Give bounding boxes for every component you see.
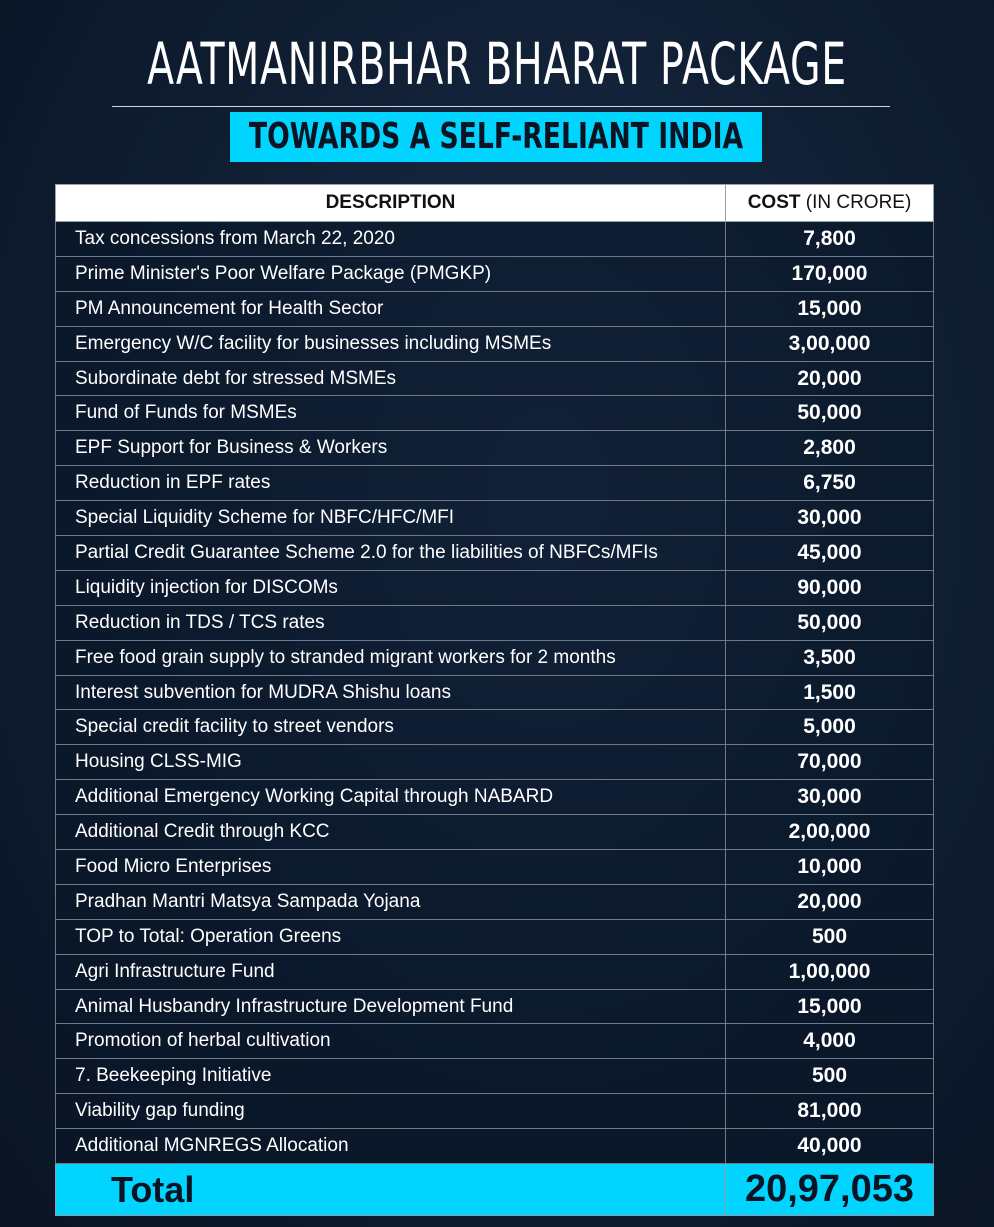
row-cost: 20,000 — [725, 883, 934, 920]
row-cost: 30,000 — [725, 500, 934, 537]
row-description: Agri Infrastructure Fund — [55, 953, 726, 990]
row-cost: 1,00,000 — [725, 953, 934, 990]
row-cost: 40,000 — [725, 1128, 934, 1165]
row-cost: 30,000 — [725, 779, 934, 816]
table-row: Additional Emergency Working Capital thr… — [55, 779, 934, 816]
row-description: Fund of Funds for MSMEs — [55, 395, 726, 432]
header-description: DESCRIPTION — [55, 184, 726, 222]
row-cost: 90,000 — [725, 569, 934, 606]
row-cost: 2,800 — [725, 430, 934, 467]
table-row: Agri Infrastructure Fund 1,00,000 — [55, 953, 934, 990]
table-row: Pradhan Mantri Matsya Sampada Yojana 20,0… — [55, 883, 934, 920]
table-row: Promotion of herbal cultivation 4,000 — [55, 1023, 934, 1060]
row-description: Special credit facility to street vendor… — [55, 709, 726, 746]
table-row: 7. Beekeeping Initiative 500 — [55, 1058, 934, 1095]
row-cost: 15,000 — [725, 290, 934, 327]
row-cost: 45,000 — [725, 535, 934, 571]
row-description: TOP to Total: Operation Greens — [55, 918, 726, 955]
subtitle: TOWARDS A SELF-RELIANT INDIA — [248, 116, 744, 157]
table-row: PM Announcement for Health Sector 15,000 — [55, 290, 934, 327]
table-row: Interest subvention for MUDRA Shishu loa… — [55, 674, 934, 711]
row-description: Additional Credit through KCC — [55, 814, 726, 851]
row-description: Prime Minister's Poor Welfare Package (P… — [55, 255, 726, 292]
row-description: Tax concessions from March 22, 2020 — [55, 221, 726, 257]
table-row: Liquidity injection for DISCOMs 90,000 — [55, 569, 934, 606]
total-row: Total 20,97,053 — [55, 1163, 934, 1217]
row-description: Emergency W/C facility for businesses in… — [55, 325, 726, 362]
row-description: Pradhan Mantri Matsya Sampada Yojana — [55, 883, 726, 920]
table-row: Tax concessions from March 22, 2020 7,800 — [55, 221, 934, 257]
row-cost: 7,800 — [725, 221, 934, 257]
table-row: Viability gap funding 81,000 — [55, 1093, 934, 1130]
row-cost: 70,000 — [725, 744, 934, 781]
row-description: PM Announcement for Health Sector — [55, 290, 726, 327]
package-table: DESCRIPTION COST (IN CRORE) Tax concessi… — [55, 184, 934, 1217]
row-cost: 6,750 — [725, 465, 934, 502]
table-row: TOP to Total: Operation Greens 500 — [55, 918, 934, 955]
row-cost: 20,000 — [725, 360, 934, 397]
table-row: Additional MGNREGS Allocation 40,000 — [55, 1128, 934, 1165]
table-row: Special Liquidity Scheme for NBFC/HFC/MF… — [55, 500, 934, 537]
total-value: 20,97,053 — [725, 1163, 934, 1217]
row-description: Animal Husbandry Infrastructure Developm… — [55, 988, 726, 1025]
header-cost-unit: (IN CRORE) — [805, 192, 912, 213]
row-description: Subordinate debt for stressed MSMEs — [55, 360, 726, 397]
row-cost: 50,000 — [725, 395, 934, 432]
row-cost: 15,000 — [725, 988, 934, 1025]
table-row: Prime Minister's Poor Welfare Package (P… — [55, 255, 934, 292]
row-description: Promotion of herbal cultivation — [55, 1023, 726, 1060]
table-row: Fund of Funds for MSMEs 50,000 — [55, 395, 934, 432]
row-cost: 500 — [725, 918, 934, 955]
row-cost: 50,000 — [725, 604, 934, 641]
row-description: Partial Credit Guarantee Scheme 2.0 for … — [55, 535, 726, 571]
table-header-row: DESCRIPTION COST (IN CRORE) — [55, 184, 934, 222]
row-cost: 2,00,000 — [725, 814, 934, 851]
row-cost: 1,500 — [725, 674, 934, 711]
table-row: Housing CLSS-MIG 70,000 — [55, 744, 934, 781]
row-description: Housing CLSS-MIG — [55, 744, 726, 781]
row-cost: 4,000 — [725, 1023, 934, 1060]
table-row: Subordinate debt for stressed MSMEs 20,00… — [55, 360, 934, 397]
row-cost: 81,000 — [725, 1093, 934, 1130]
header-cost: COST (IN CRORE) — [725, 184, 934, 222]
header-cost-label: COST — [747, 192, 801, 213]
table-row: Animal Husbandry Infrastructure Developm… — [55, 988, 934, 1025]
row-description: Food Micro Enterprises — [55, 849, 726, 885]
row-cost: 3,500 — [725, 639, 934, 676]
row-description: Special Liquidity Scheme for NBFC/HFC/MF… — [55, 500, 726, 537]
row-description: Additional Emergency Working Capital thr… — [55, 779, 726, 816]
row-cost: 5,000 — [725, 709, 934, 746]
table-row: Emergency W/C facility for businesses in… — [55, 325, 934, 362]
table-row: Partial Credit Guarantee Scheme 2.0 for … — [55, 535, 934, 571]
row-description: Viability gap funding — [55, 1093, 726, 1130]
row-cost: 10,000 — [725, 849, 934, 885]
title-divider — [112, 106, 890, 107]
table-row: Reduction in TDS / TCS rates 50,000 — [55, 604, 934, 641]
row-description: Additional MGNREGS Allocation — [55, 1128, 726, 1165]
page-title: AATMANIRBHAR BHARAT PACKAGE — [147, 30, 847, 98]
total-label: Total — [55, 1163, 726, 1217]
row-description: Interest subvention for MUDRA Shishu loa… — [55, 674, 726, 711]
row-cost: 500 — [725, 1058, 934, 1095]
row-description: Reduction in TDS / TCS rates — [55, 604, 726, 641]
subtitle-banner: TOWARDS A SELF-RELIANT INDIA — [230, 112, 762, 162]
row-description: Liquidity injection for DISCOMs — [55, 569, 726, 606]
table-row: Additional Credit through KCC 2,00,000 — [55, 814, 934, 851]
row-description: Free food grain supply to stranded migra… — [55, 639, 726, 676]
table-row: Special credit facility to street vendor… — [55, 709, 934, 746]
table-row: Reduction in EPF rates 6,750 — [55, 465, 934, 502]
row-cost: 170,000 — [725, 255, 934, 292]
row-description: 7. Beekeeping Initiative — [55, 1058, 726, 1095]
table-row: Free food grain supply to stranded migra… — [55, 639, 934, 676]
row-description: Reduction in EPF rates — [55, 465, 726, 502]
table-row: EPF Support for Business & Workers 2,800 — [55, 430, 934, 467]
row-cost: 3,00,000 — [725, 325, 934, 362]
table-row: Food Micro Enterprises 10,000 — [55, 849, 934, 885]
row-description: EPF Support for Business & Workers — [55, 430, 726, 467]
